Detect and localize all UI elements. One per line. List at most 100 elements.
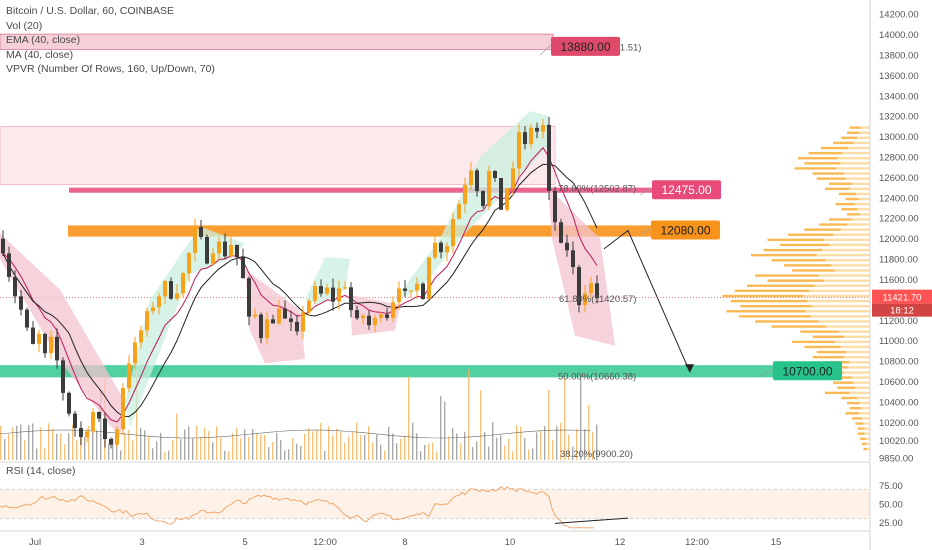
candle[interactable] <box>355 305 359 320</box>
candle[interactable] <box>511 161 515 196</box>
candle[interactable] <box>499 177 503 210</box>
candle[interactable] <box>421 282 425 300</box>
level-tag-12080[interactable]: 12080.00 <box>641 220 720 240</box>
candle[interactable] <box>547 117 551 200</box>
candle[interactable] <box>529 124 533 149</box>
candle[interactable] <box>463 177 467 213</box>
candle[interactable] <box>31 321 35 345</box>
candle[interactable] <box>187 251 191 282</box>
last-price-tag[interactable]: 11421.70 18:12 <box>872 289 932 317</box>
candle[interactable] <box>229 236 233 258</box>
candle[interactable] <box>481 190 485 209</box>
candle[interactable] <box>517 124 521 178</box>
candle[interactable] <box>415 276 419 299</box>
candle[interactable] <box>559 218 563 244</box>
candle[interactable] <box>379 311 383 323</box>
candle[interactable] <box>553 186 557 232</box>
candle[interactable] <box>469 161 473 190</box>
candle[interactable] <box>349 282 353 318</box>
ma-indicator[interactable]: MA (40, close) <box>6 48 74 61</box>
candle[interactable] <box>217 237 221 260</box>
candle[interactable] <box>67 391 71 417</box>
candle[interactable] <box>487 165 491 211</box>
candle[interactable] <box>445 241 449 262</box>
candle[interactable] <box>541 119 545 139</box>
candle[interactable] <box>307 298 311 317</box>
candle[interactable] <box>271 314 275 324</box>
vol-indicator[interactable]: Vol (20) <box>6 19 43 32</box>
candles-layer[interactable] <box>1 117 599 449</box>
candle[interactable] <box>163 280 167 304</box>
candle[interactable] <box>403 280 407 298</box>
candle[interactable] <box>535 122 539 139</box>
candle[interactable] <box>91 408 95 434</box>
candle[interactable] <box>475 168 479 197</box>
candle[interactable] <box>343 281 347 290</box>
candle[interactable] <box>361 314 365 325</box>
candle[interactable] <box>43 332 47 358</box>
candle[interactable] <box>37 329 41 353</box>
candle[interactable] <box>139 325 143 349</box>
candle[interactable] <box>181 271 185 298</box>
candle[interactable] <box>19 290 23 316</box>
candle[interactable] <box>1 230 5 257</box>
candle[interactable] <box>85 428 89 443</box>
candle[interactable] <box>253 308 257 320</box>
vpvr-indicator[interactable]: VPVR (Number Of Rows, 160, Up/Down, 70) <box>6 63 215 75</box>
candle[interactable] <box>577 264 581 313</box>
candle[interactable] <box>157 292 161 315</box>
candle[interactable] <box>127 355 131 393</box>
candle[interactable] <box>175 284 179 301</box>
candle[interactable] <box>13 270 17 304</box>
candle[interactable] <box>169 277 173 301</box>
candle[interactable] <box>427 256 431 300</box>
candle[interactable] <box>97 411 101 422</box>
candle[interactable] <box>247 276 251 326</box>
candle[interactable] <box>373 314 377 333</box>
candle[interactable] <box>325 283 329 296</box>
ema-indicator[interactable]: EMA (40, close) <box>6 34 81 46</box>
candle[interactable] <box>331 278 335 311</box>
level-tag-12475[interactable]: 12475.00 <box>639 180 721 200</box>
candle[interactable] <box>397 281 401 310</box>
candle[interactable] <box>145 307 149 337</box>
candle[interactable] <box>571 241 575 275</box>
candle[interactable] <box>367 310 371 330</box>
candle[interactable] <box>277 300 281 325</box>
candle[interactable] <box>337 280 341 311</box>
candle[interactable] <box>451 212 455 254</box>
candle[interactable] <box>103 412 107 448</box>
candle[interactable] <box>493 170 497 182</box>
candle[interactable] <box>193 218 197 262</box>
candle[interactable] <box>211 247 215 266</box>
candle[interactable] <box>199 219 203 240</box>
candle[interactable] <box>259 312 263 344</box>
candle[interactable] <box>25 307 29 331</box>
candle[interactable] <box>235 244 239 266</box>
symbol-title[interactable]: Bitcoin / U.S. Dollar, 60, COINBASE <box>6 5 175 17</box>
level-labels-layer[interactable]: 13880.00 12475.00 12080.00 10700.00 <box>539 36 842 381</box>
candle[interactable] <box>133 336 137 370</box>
candle[interactable] <box>457 200 461 220</box>
candle[interactable] <box>151 301 155 315</box>
candle[interactable] <box>313 280 317 305</box>
level-tag-13880[interactable]: 13880.00 <box>539 36 620 56</box>
candle[interactable] <box>283 300 287 319</box>
candle[interactable] <box>79 421 83 446</box>
candle[interactable] <box>523 126 527 150</box>
candle[interactable] <box>241 248 245 279</box>
candle[interactable] <box>433 234 437 260</box>
candle[interactable] <box>223 233 227 259</box>
candle[interactable] <box>265 312 269 345</box>
candle[interactable] <box>595 275 599 304</box>
candle[interactable] <box>583 284 587 313</box>
candle[interactable] <box>505 187 509 212</box>
candle[interactable] <box>289 310 293 331</box>
level-tag-10700[interactable]: 10700.00 <box>759 361 842 381</box>
candle[interactable] <box>61 357 65 401</box>
candle[interactable] <box>205 234 209 265</box>
candle[interactable] <box>49 330 53 360</box>
candle[interactable] <box>7 246 11 282</box>
candle[interactable] <box>115 426 119 449</box>
